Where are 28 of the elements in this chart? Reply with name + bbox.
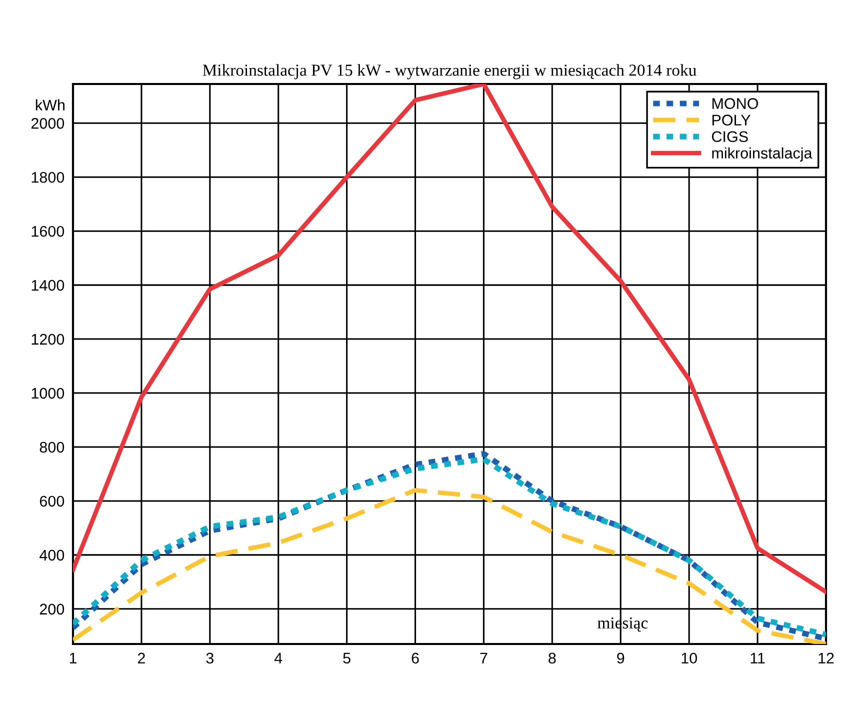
legend-label: CIGS bbox=[712, 131, 748, 142]
x-tick-label: 6 bbox=[412, 652, 419, 664]
y-tick-label: 2000 bbox=[31, 118, 64, 129]
chart-title: Mikroinstalacja PV 15 kW - wytwarzanie energii w miesiącach 2014 roku bbox=[202, 64, 696, 80]
x-tick-label: 10 bbox=[682, 652, 697, 664]
y-axis-title: kWh bbox=[36, 99, 64, 110]
y-tick-label: 600 bbox=[40, 496, 64, 507]
y-tick-label: 1200 bbox=[32, 334, 64, 345]
x-tick-label: 12 bbox=[818, 652, 834, 664]
y-tick-label: 800 bbox=[40, 442, 64, 453]
x-tick-label: 1 bbox=[70, 652, 77, 664]
legend-label: MONO bbox=[712, 98, 758, 109]
y-tick-label: 1600 bbox=[32, 226, 64, 237]
y-tick-label: 1400 bbox=[32, 280, 64, 291]
y-tick-label: 1800 bbox=[32, 172, 64, 183]
x-tick-label: 7 bbox=[480, 652, 488, 664]
x-tick-label: 8 bbox=[548, 652, 556, 664]
x-tick-label: 4 bbox=[274, 652, 282, 664]
y-tick-label: 1000 bbox=[32, 388, 64, 399]
x-tick-label: 2 bbox=[138, 652, 145, 664]
x-tick-label: 3 bbox=[206, 652, 214, 664]
y-tick-label: 200 bbox=[40, 604, 64, 615]
x-tick-label: 9 bbox=[617, 652, 624, 664]
legend-label: POLY bbox=[712, 114, 751, 126]
y-tick-label: 400 bbox=[40, 550, 64, 561]
x-tick-label: 5 bbox=[343, 652, 350, 664]
legend-label: mikroinstalacja bbox=[712, 147, 812, 162]
x-tick-label: 11 bbox=[750, 652, 765, 664]
